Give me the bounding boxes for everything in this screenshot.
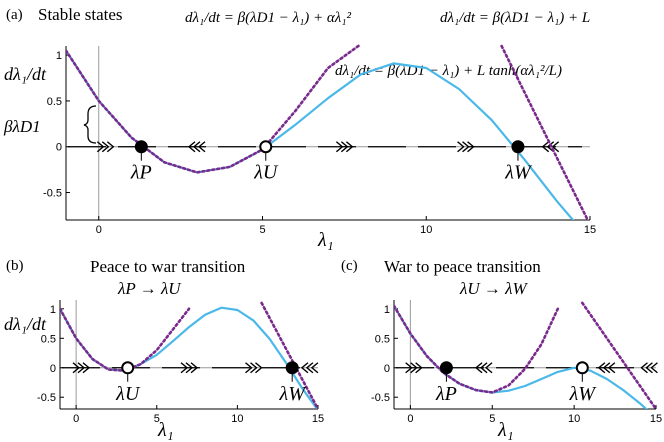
unstable-equilibrium-point — [259, 140, 273, 154]
panel-a-label: (a) — [6, 7, 23, 23]
series-linear-curve — [500, 44, 590, 220]
flow-arrow-right — [180, 362, 199, 374]
stable-equilibrium-point — [134, 140, 148, 154]
series-linear-curve — [581, 301, 656, 409]
unstable-equilibrium-point — [121, 361, 135, 375]
stable-equilibrium-point — [439, 361, 453, 375]
panel-b-title-line1: Peace to war transition — [90, 257, 246, 276]
x-tick-label: 10 — [568, 413, 580, 425]
brace-mark — [83, 105, 97, 144]
y-tick-label: 0 — [56, 142, 62, 154]
equilibrium-label: λU — [115, 383, 141, 405]
flow-arrow-right — [96, 141, 115, 153]
flow-arrow-left — [300, 362, 319, 374]
panel-b-xlabel: λ₁ — [157, 419, 174, 441]
flow-arrow-left — [597, 362, 616, 374]
panel-b-label: (b) — [6, 258, 24, 274]
equilibrium-label: λW — [504, 162, 533, 184]
stable-equilibrium-point — [285, 361, 299, 375]
x-tick-label: 15 — [650, 413, 662, 425]
y-tick-label: 0 — [384, 363, 390, 375]
flow-arrow-left — [640, 362, 658, 374]
x-tick-label: 10 — [420, 224, 432, 236]
panel-c-xlabel: λ₁ — [497, 419, 514, 441]
panel-c-title-line1: War to peace transition — [384, 257, 541, 276]
x-tick-label: 15 — [584, 224, 596, 236]
x-tick-label: 0 — [407, 413, 413, 425]
equilibrium-label: λU — [253, 162, 279, 184]
curves — [394, 301, 656, 409]
flow-arrow-left — [187, 141, 206, 153]
flow-arrow-left — [474, 362, 493, 374]
series-quadratic-curve — [60, 307, 191, 372]
x-tick-label: 5 — [259, 224, 265, 236]
equation-tanh: dλ₁/dt = β(λD1 − λ₁) + L tanh(αλ₁²/L) — [335, 63, 562, 79]
panel-b-title-line2: λP → λU — [117, 279, 182, 298]
flow-arrow-right — [457, 141, 475, 153]
x-tick-label: 5 — [154, 413, 160, 425]
flow-arrow-right — [72, 362, 91, 374]
equilibrium-label: λP — [435, 383, 457, 405]
equation-quadratic: dλ₁/dt = β(λD1 − λ₁) + αλ₁² — [185, 10, 351, 26]
series-quadratic-curve — [394, 304, 560, 394]
x-tick-label: 0 — [96, 224, 102, 236]
curves — [66, 42, 590, 220]
x-tick-label: 10 — [231, 413, 243, 425]
x-tick-label: 0 — [73, 413, 79, 425]
flow-arrow-right — [245, 362, 263, 374]
x-tick-label: 5 — [489, 413, 495, 425]
flow-arrow-right — [405, 362, 423, 374]
y-tick-label: 0.5 — [41, 333, 56, 345]
y-tick-label: 0.5 — [47, 96, 62, 108]
series-tanh-curve — [394, 304, 648, 409]
y-tick-label: 1 — [56, 50, 62, 62]
unstable-equilibrium-point — [575, 361, 589, 375]
y-tick-label: 1 — [384, 304, 390, 316]
y-tick-label: 0.5 — [375, 333, 390, 345]
panel-c-label: (c) — [341, 258, 358, 274]
stable-equilibrium-point — [511, 140, 525, 154]
y-tick-label: -0.5 — [37, 392, 56, 404]
panel-a-ylabel: dλ₁/dt — [4, 64, 47, 84]
series-quadratic-curve — [66, 42, 363, 174]
panel-a-title: Stable states — [38, 5, 123, 24]
y-tick-label: -0.5 — [371, 392, 390, 404]
y-tick-label: 1 — [50, 304, 56, 316]
y-tick-label: -0.5 — [43, 188, 62, 200]
panel-a-xlabel: λ₁ — [317, 229, 334, 251]
panel-c-title-line2: λU → λW — [459, 279, 529, 298]
flow-arrow-right — [335, 141, 354, 153]
panel-b-ylabel: dλ₁/dt — [4, 314, 47, 334]
brace-label: βλD1 — [3, 117, 41, 136]
x-tick-label: 15 — [312, 413, 324, 425]
equation-linear: dλ₁/dt = β(λD1 − λ₁) + L — [440, 10, 590, 26]
y-tick-label: 0 — [50, 363, 56, 375]
equilibrium-label: λP — [130, 162, 152, 184]
series-linear-curve — [260, 301, 318, 409]
equilibrium-label: λW — [569, 383, 598, 405]
equilibrium-label: λW — [279, 383, 308, 405]
